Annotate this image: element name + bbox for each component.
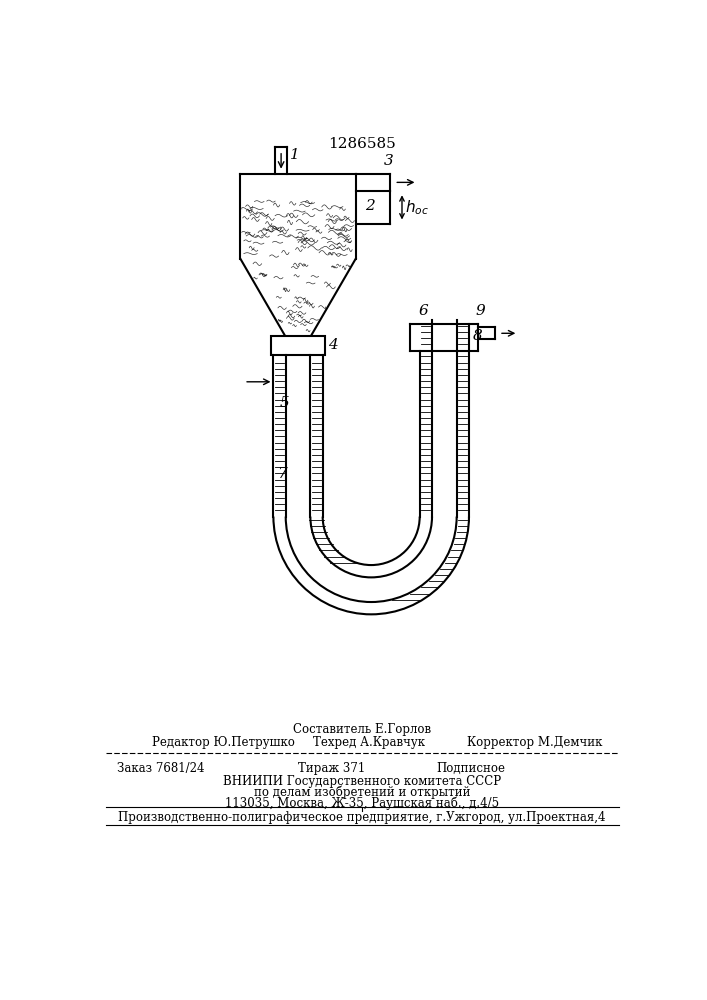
Text: $h_{oc}$: $h_{oc}$ [405,198,429,217]
Text: Тираж 371: Тираж 371 [298,762,366,775]
Bar [271,336,325,355]
Text: Редактор Ю.Петрушко: Редактор Ю.Петрушко [152,736,295,749]
Text: Корректор М.Демчик: Корректор М.Демчик [467,736,603,749]
Text: 6: 6 [419,304,428,318]
Text: Техред А.Кравчук: Техред А.Кравчук [313,736,426,749]
Text: Составитель Е.Горлов: Составитель Е.Горлов [293,723,431,736]
Text: Подписное: Подписное [437,762,506,775]
Text: 7: 7 [277,467,287,481]
Text: 4: 4 [328,338,338,352]
Text: 8: 8 [473,329,483,343]
Text: 1286585: 1286585 [328,137,396,151]
Text: по делам изобретений и открытий: по делам изобретений и открытий [254,785,470,799]
Text: 3: 3 [385,154,394,168]
Text: 5: 5 [279,396,289,410]
Text: Заказ 7681/24: Заказ 7681/24 [117,762,204,775]
Text: ВНИИПИ Государственного комитета СССР: ВНИИПИ Государственного комитета СССР [223,774,501,788]
Text: 9: 9 [476,304,486,318]
Text: 113035, Москва, Ж-35, Раушская наб., д.4/5: 113035, Москва, Ж-35, Раушская наб., д.4… [225,796,499,810]
Text: Производственно-полиграфическое предприятие, г.Ужгород, ул.Проектная,4: Производственно-полиграфическое предприя… [118,811,606,824]
Text: 1: 1 [290,148,299,162]
Text: 2: 2 [365,199,375,213]
